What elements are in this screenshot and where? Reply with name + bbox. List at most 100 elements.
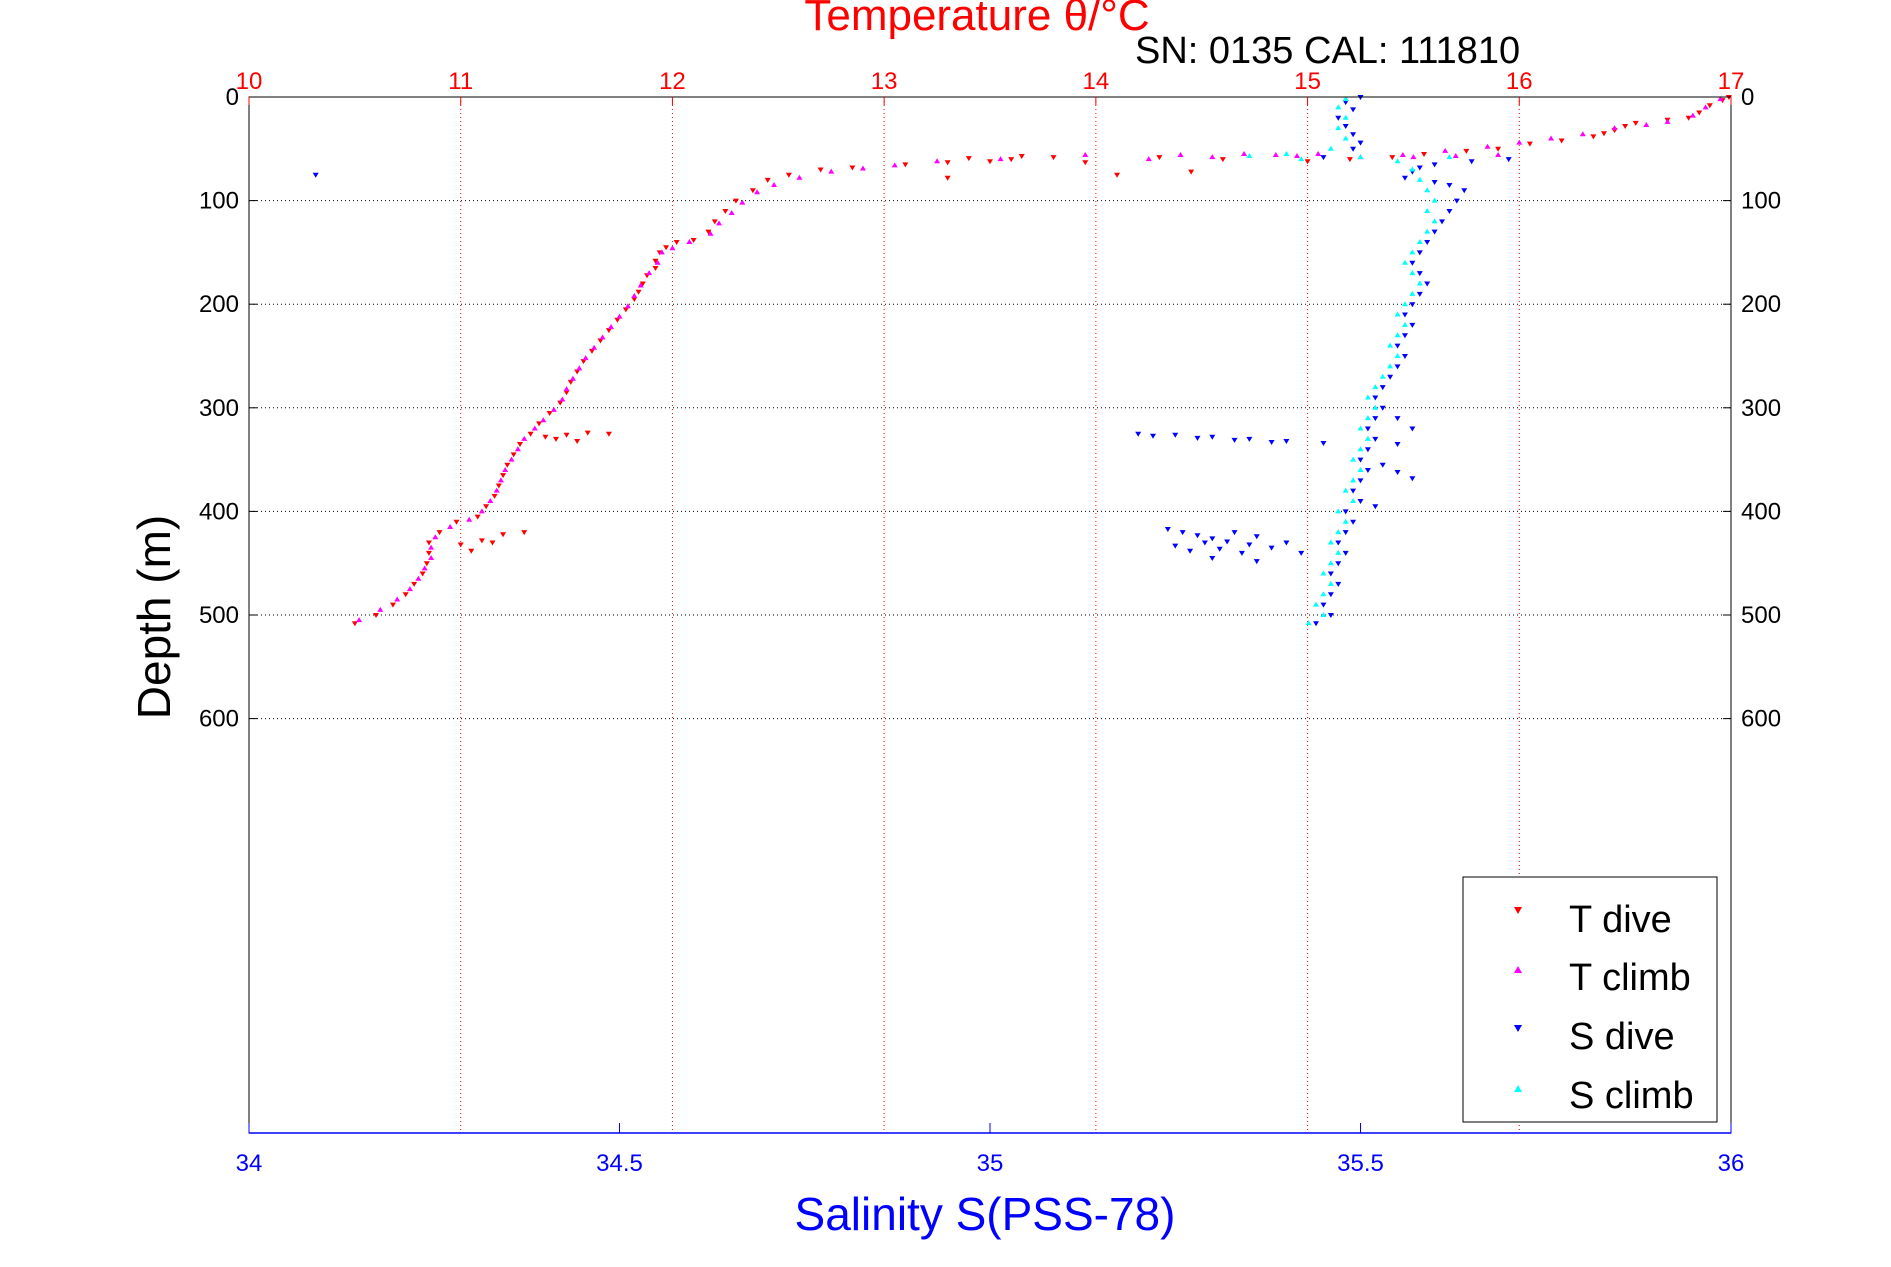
data-point [1194,435,1201,441]
data-point [1643,121,1650,127]
data-point [1446,154,1453,160]
data-point [1401,301,1408,307]
data-point [1431,218,1438,224]
data-point [1335,581,1342,587]
data-point [1231,530,1238,536]
data-point [1342,124,1349,130]
data-point [1394,364,1401,370]
data-point [859,165,866,171]
data-point [389,602,396,608]
data-point [536,421,543,427]
data-point [1283,438,1290,444]
x-axis-label: Salinity S(PSS-78) [795,1188,1176,1240]
data-point [1350,477,1357,483]
data-point [1717,96,1724,102]
data-point [1357,154,1364,160]
data-point [722,208,729,214]
data-point [1008,157,1015,163]
data-point [1320,612,1327,617]
chart-title: Temperature θ/°C [804,0,1149,40]
data-point [1357,478,1364,484]
data-point [614,317,621,323]
data-point [1387,374,1394,380]
data-point [447,523,454,529]
data-point [1495,146,1502,152]
data-point [1342,518,1349,524]
legend-label-t-dive: T dive [1569,899,1672,941]
data-point [1018,154,1025,160]
data-point [1350,132,1357,138]
data-point [421,565,428,571]
y-tick-label-left: 0 [226,84,239,111]
data-point [1313,601,1320,607]
data-point [654,259,661,265]
y-tick-label-right: 0 [1741,84,1754,111]
data-point [1357,140,1364,146]
data-point [1409,270,1416,276]
data-point [1194,533,1201,539]
data-point [1401,175,1408,181]
data-point [631,292,638,298]
data-point [1320,602,1327,608]
data-point [402,592,409,598]
data-point [1315,150,1322,156]
data-point [1350,488,1357,494]
data-point [1320,155,1327,161]
data-point [1664,118,1671,124]
data-point [624,303,631,309]
y-tick-label-left: 200 [199,291,239,318]
data-point [1526,141,1533,147]
data-point [493,487,500,493]
data-point [1145,156,1152,162]
salinity-tick-label: 35.5 [1337,1150,1384,1177]
data-point [1342,100,1349,106]
data-point [1516,139,1523,145]
data-point [1283,540,1290,546]
axes-layer: 0 0 100 100 200 200 300 300 400 400 500 500 600 600 10… [199,68,1781,1177]
data-point [1364,467,1371,473]
temperature-tick-label: 12 [659,68,686,95]
data-point [1150,433,1157,439]
data-point [516,442,523,448]
data-point [1421,151,1428,157]
data-point [1439,219,1446,225]
data-point [497,477,504,483]
data-point [891,162,898,168]
data-point [1409,290,1416,296]
data-point [1394,158,1401,164]
legend-label-s-climb: S climb [1569,1075,1694,1117]
data-point [1410,154,1417,160]
data-point [1327,571,1334,577]
data-point [1452,153,1459,159]
data-point [1246,436,1253,442]
data-point [312,172,319,178]
data-point [546,410,553,416]
data-point [1364,447,1371,453]
data-point [531,425,538,431]
data-point [711,219,718,225]
data-point [502,466,509,472]
data-point [1253,559,1260,565]
data-point [1357,446,1364,452]
data-point [1611,125,1618,131]
data-point [1327,539,1334,545]
grid-layer [249,97,1731,1133]
data-point [1357,466,1364,472]
temperature-tick-label: 14 [1083,68,1110,95]
data-point [1401,333,1408,339]
data-point [1135,431,1142,437]
data-point [1442,147,1449,153]
data-point [1350,456,1357,462]
data-point [1389,155,1396,161]
data-point [1468,159,1475,165]
data-point [1401,321,1408,327]
data-point [1372,416,1379,422]
data-point [1209,536,1216,542]
data-point [550,406,557,412]
data-point [552,436,559,442]
data-point [1453,198,1460,204]
data-point [1231,437,1238,443]
y-tick-label-left: 500 [199,602,239,629]
y-tick-label-right: 500 [1741,602,1781,629]
